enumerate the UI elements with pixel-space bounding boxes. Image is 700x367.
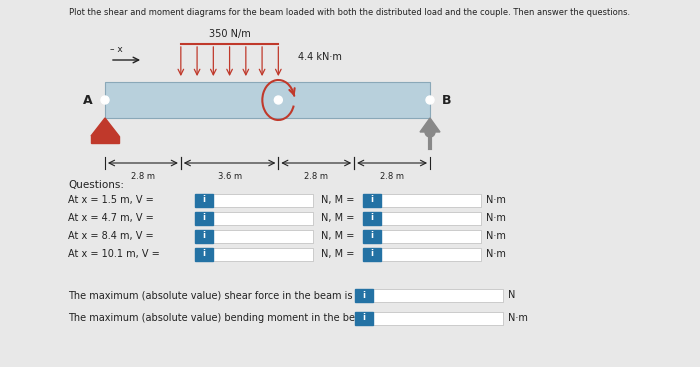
Bar [213,211,313,225]
Text: At x = 1.5 m, V =: At x = 1.5 m, V = [68,195,154,205]
Text: – x: – x [110,45,122,54]
Text: 2.8 m: 2.8 m [131,172,155,181]
Text: N·m: N·m [508,313,528,323]
Text: i: i [202,214,206,222]
Text: 4.4 kN·m: 4.4 kN·m [298,52,342,62]
Text: The maximum (absolute value) shear force in the beam is: The maximum (absolute value) shear force… [68,290,353,300]
Text: i: i [363,313,365,323]
Bar [363,211,381,225]
Text: N, M =: N, M = [321,213,354,223]
Bar [355,312,373,324]
Circle shape [101,96,109,104]
Text: 2.8 m: 2.8 m [304,172,328,181]
Text: N·m: N·m [486,231,506,241]
Bar [363,229,381,243]
Polygon shape [420,118,440,132]
Text: Plot the shear and moment diagrams for the beam loaded with both the distributed: Plot the shear and moment diagrams for t… [69,8,631,17]
Bar [381,193,481,207]
Text: i: i [202,232,206,240]
Text: At x = 8.4 m, V =: At x = 8.4 m, V = [68,231,153,241]
Text: i: i [202,250,206,258]
Text: i: i [370,232,374,240]
Text: 3.6 m: 3.6 m [218,172,241,181]
Text: 2.8 m: 2.8 m [380,172,404,181]
Bar [195,229,213,243]
Text: The maximum (absolute value) bending moment in the beam is: The maximum (absolute value) bending mom… [68,313,382,323]
Text: At x = 4.7 m, V =: At x = 4.7 m, V = [68,213,154,223]
Text: 350 N/m: 350 N/m [209,29,251,39]
Bar [91,136,119,143]
Bar [213,193,313,207]
Text: At x = 10.1 m, V =: At x = 10.1 m, V = [68,249,160,259]
Bar [373,312,503,324]
Text: N: N [508,290,515,300]
Bar [363,193,381,207]
Bar [195,247,213,261]
Circle shape [274,96,282,104]
Text: N·m: N·m [486,195,506,205]
Text: i: i [202,196,206,204]
Text: N, M =: N, M = [321,195,354,205]
Text: N·m: N·m [486,213,506,223]
Text: Questions:: Questions: [68,180,124,190]
Text: N·m: N·m [486,249,506,259]
Text: i: i [370,214,374,222]
Bar [213,247,313,261]
Text: N, M =: N, M = [321,231,354,241]
Text: i: i [370,250,374,258]
Bar [381,211,481,225]
Text: N, M =: N, M = [321,249,354,259]
Bar [373,288,503,302]
Polygon shape [91,118,119,136]
Text: i: i [363,291,365,299]
Bar [195,193,213,207]
Text: B: B [442,94,452,106]
Text: i: i [370,196,374,204]
Bar [363,247,381,261]
Bar [195,211,213,225]
Bar [105,82,430,118]
Bar [381,229,481,243]
Bar [381,247,481,261]
Text: A: A [83,94,93,106]
Bar [355,288,373,302]
Circle shape [426,96,434,104]
Bar [213,229,313,243]
Circle shape [425,127,435,137]
